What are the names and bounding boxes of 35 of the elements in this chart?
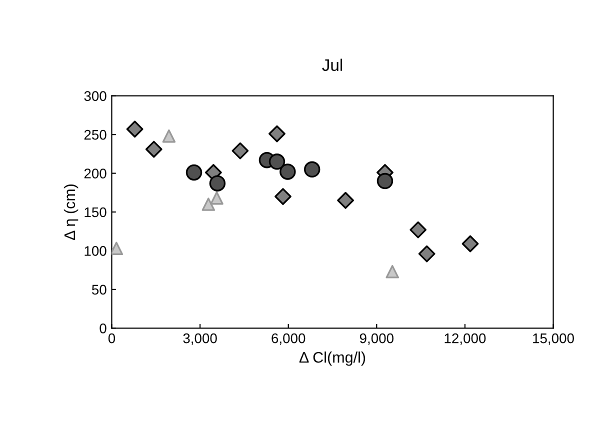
y-tick-label: 250: [84, 130, 106, 140]
y-tick-label: 150: [84, 207, 106, 218]
chart-title: Jul: [322, 58, 342, 71]
point: [337, 192, 354, 209]
point: [386, 264, 400, 278]
point: [210, 191, 224, 205]
point: [145, 140, 162, 158]
point: [376, 172, 394, 190]
point: [186, 164, 202, 181]
point: [274, 188, 292, 205]
x-tick-label: 0: [108, 333, 116, 344]
x-tick-label: 15,000: [533, 333, 574, 345]
point: [462, 235, 479, 252]
point: [280, 164, 296, 180]
point: [268, 154, 286, 170]
y-tick-label: 100: [84, 246, 106, 256]
x-axis-title: Δ Cl(mg/l): [299, 352, 366, 366]
point: [418, 245, 436, 262]
y-tick-label: 300: [84, 91, 106, 101]
point: [162, 129, 176, 143]
point: [304, 161, 320, 178]
x-tick-label: 3,000: [183, 333, 217, 345]
point: [202, 198, 216, 211]
point: [268, 125, 286, 142]
point: [410, 221, 427, 238]
point: [232, 142, 249, 160]
y-tick-label: 0: [100, 324, 106, 334]
x-tick-label: 9,000: [360, 333, 394, 345]
y-tick-label: 200: [84, 168, 106, 178]
point: [126, 120, 144, 138]
y-tick-label: 50: [92, 284, 106, 295]
x-tick-label: 6,000: [272, 333, 306, 345]
y-axis-title: Δ η (cm): [64, 184, 78, 240]
point: [209, 175, 226, 192]
x-tick-label: 12,000: [444, 333, 486, 345]
